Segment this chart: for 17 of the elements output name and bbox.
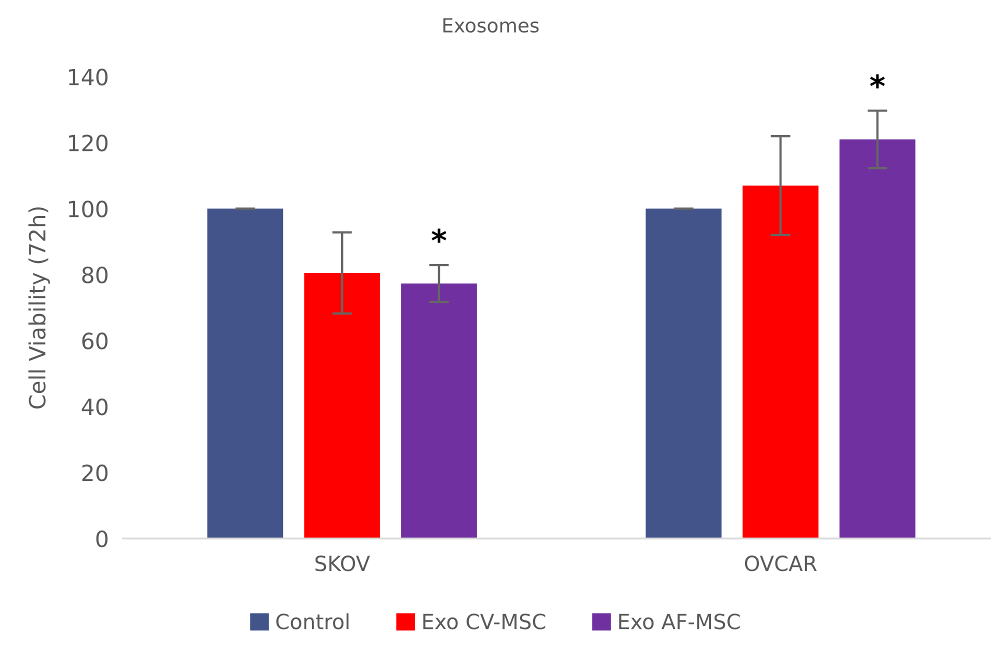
legend-label: Exo AF-MSC xyxy=(619,614,740,630)
y-tick-label: 60 xyxy=(82,332,108,350)
legend-label: Exo CV-MSC xyxy=(423,614,546,630)
y-tick-label: 120 xyxy=(69,134,108,152)
y-tick-label: 100 xyxy=(69,200,108,218)
y-tick-label: 0 xyxy=(96,530,108,548)
annotation: * xyxy=(432,228,446,243)
y-tick-label: 140 xyxy=(69,68,108,86)
chart-title: Exosomes xyxy=(443,18,539,33)
y-tick-label: 40 xyxy=(82,398,108,416)
y-tick-label: 20 xyxy=(82,464,108,482)
annotation: * xyxy=(870,74,885,88)
y-tick-label: 80 xyxy=(82,266,108,284)
x-tick-label: OVCAR xyxy=(744,556,817,572)
y-axis-title: Cell Viability (72h) xyxy=(28,207,50,409)
x-tick-label: SKOV xyxy=(315,556,370,572)
legend-label: Control xyxy=(276,613,348,630)
